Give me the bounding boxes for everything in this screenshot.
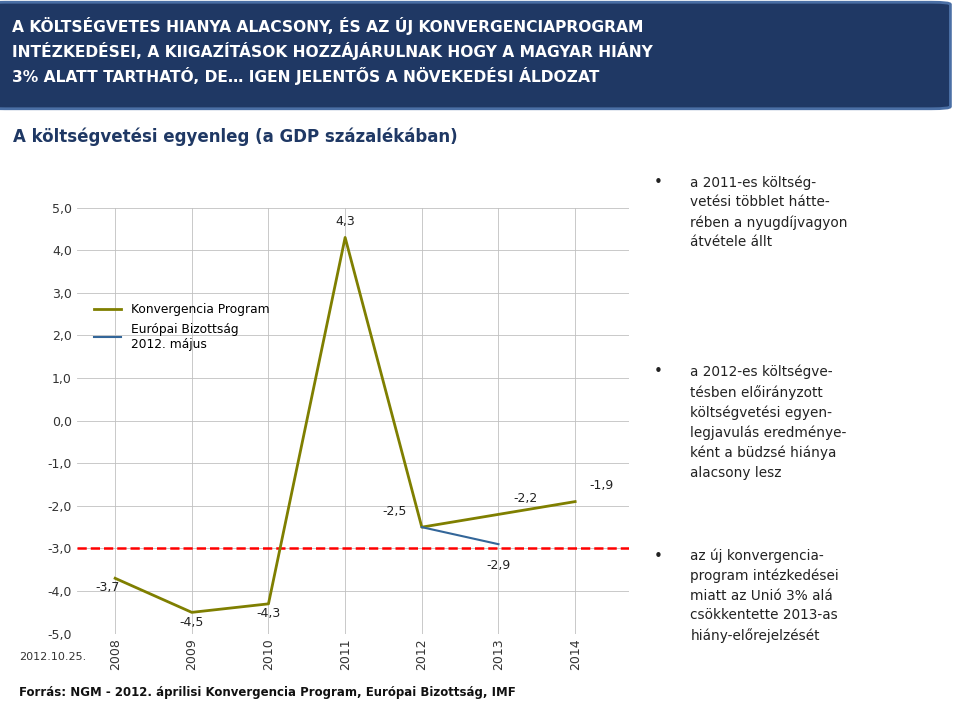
Text: -2,9: -2,9 [487,559,511,572]
Text: -4,5: -4,5 [180,616,204,629]
Text: A KÖLTSÉGVETES HIANYA ALACSONY, ÉS AZ ÚJ KONVERGENCIAPROGRAM
INTÉZKEDÉSEI, A KII: A KÖLTSÉGVETES HIANYA ALACSONY, ÉS AZ ÚJ… [12,17,652,84]
Text: Forrás: NGM - 2012. áprilisi Konvergencia Program, Európai Bizottság, IMF: Forrás: NGM - 2012. áprilisi Konvergenci… [19,687,516,700]
Text: -2,2: -2,2 [514,492,538,505]
Text: 4,3: 4,3 [335,215,355,228]
Text: -2,5: -2,5 [383,505,407,518]
Text: •: • [654,175,663,190]
Text: -1,9: -1,9 [589,479,614,492]
Text: •: • [654,364,663,379]
Text: a 2012-es költségve-
tésben előirányzott
költségvetési egyen-
legjavulás eredmén: a 2012-es költségve- tésben előirányzott… [690,364,847,480]
FancyBboxPatch shape [0,2,950,109]
Text: •: • [654,548,663,563]
Text: -4,3: -4,3 [256,607,280,620]
Legend: Konvergencia Program, Európai Bizottság
2012. május: Konvergencia Program, Európai Bizottság … [94,303,269,351]
Text: 2012.10.25.: 2012.10.25. [19,652,86,662]
Text: az új konvergencia-
program intézkedései
miatt az Unió 3% alá
csökkentette 2013-: az új konvergencia- program intézkedései… [690,548,839,643]
Text: -3,7: -3,7 [95,581,120,594]
Text: a 2011-es költség-
vetési többlet hátte-
rében a nyugdíjvagyon
átvétele állt: a 2011-es költség- vetési többlet hátte-… [690,175,848,249]
Text: 9: 9 [901,662,923,691]
Text: A költségvetési egyenleg (a GDP százalékában): A költségvetési egyenleg (a GDP százalék… [13,127,458,146]
